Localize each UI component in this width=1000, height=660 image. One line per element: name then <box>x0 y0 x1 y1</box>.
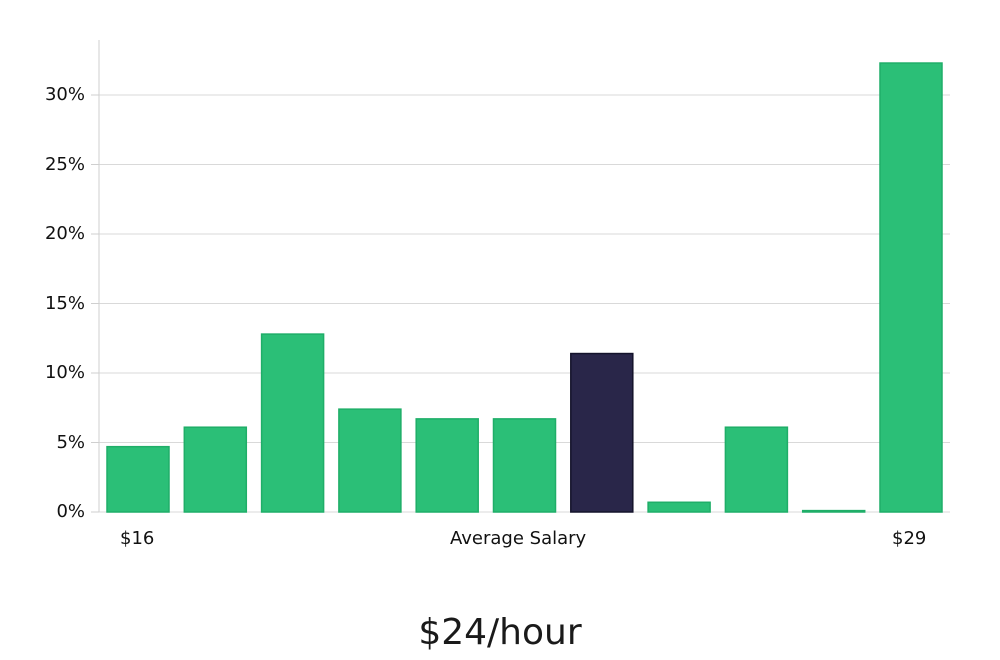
bar <box>647 501 711 513</box>
x-end-label: $29 <box>892 528 927 549</box>
average-wage-headline: $24/hour <box>418 612 582 653</box>
y-tick-label: 15% <box>44 292 85 314</box>
bar <box>260 333 325 513</box>
y-tick-label: 5% <box>56 431 85 453</box>
bar <box>183 426 248 513</box>
bar <box>106 445 170 513</box>
bar <box>724 426 789 513</box>
y-tick-marks <box>91 94 99 513</box>
bar <box>492 418 557 513</box>
y-tick-label: 25% <box>44 153 85 175</box>
x-start-label: $16 <box>120 528 155 549</box>
y-tick-label: 20% <box>44 223 85 244</box>
y-tick-label: 30% <box>44 84 85 105</box>
bars <box>106 62 943 513</box>
bar-highlighted <box>570 352 634 513</box>
bar <box>879 62 943 513</box>
x-axis-title: Average Salary <box>450 528 587 549</box>
y-tick-label: 0% <box>56 501 85 522</box>
bar <box>338 408 402 513</box>
bar <box>801 509 866 513</box>
bar <box>415 418 479 513</box>
y-tick-label: 10% <box>44 362 85 383</box>
